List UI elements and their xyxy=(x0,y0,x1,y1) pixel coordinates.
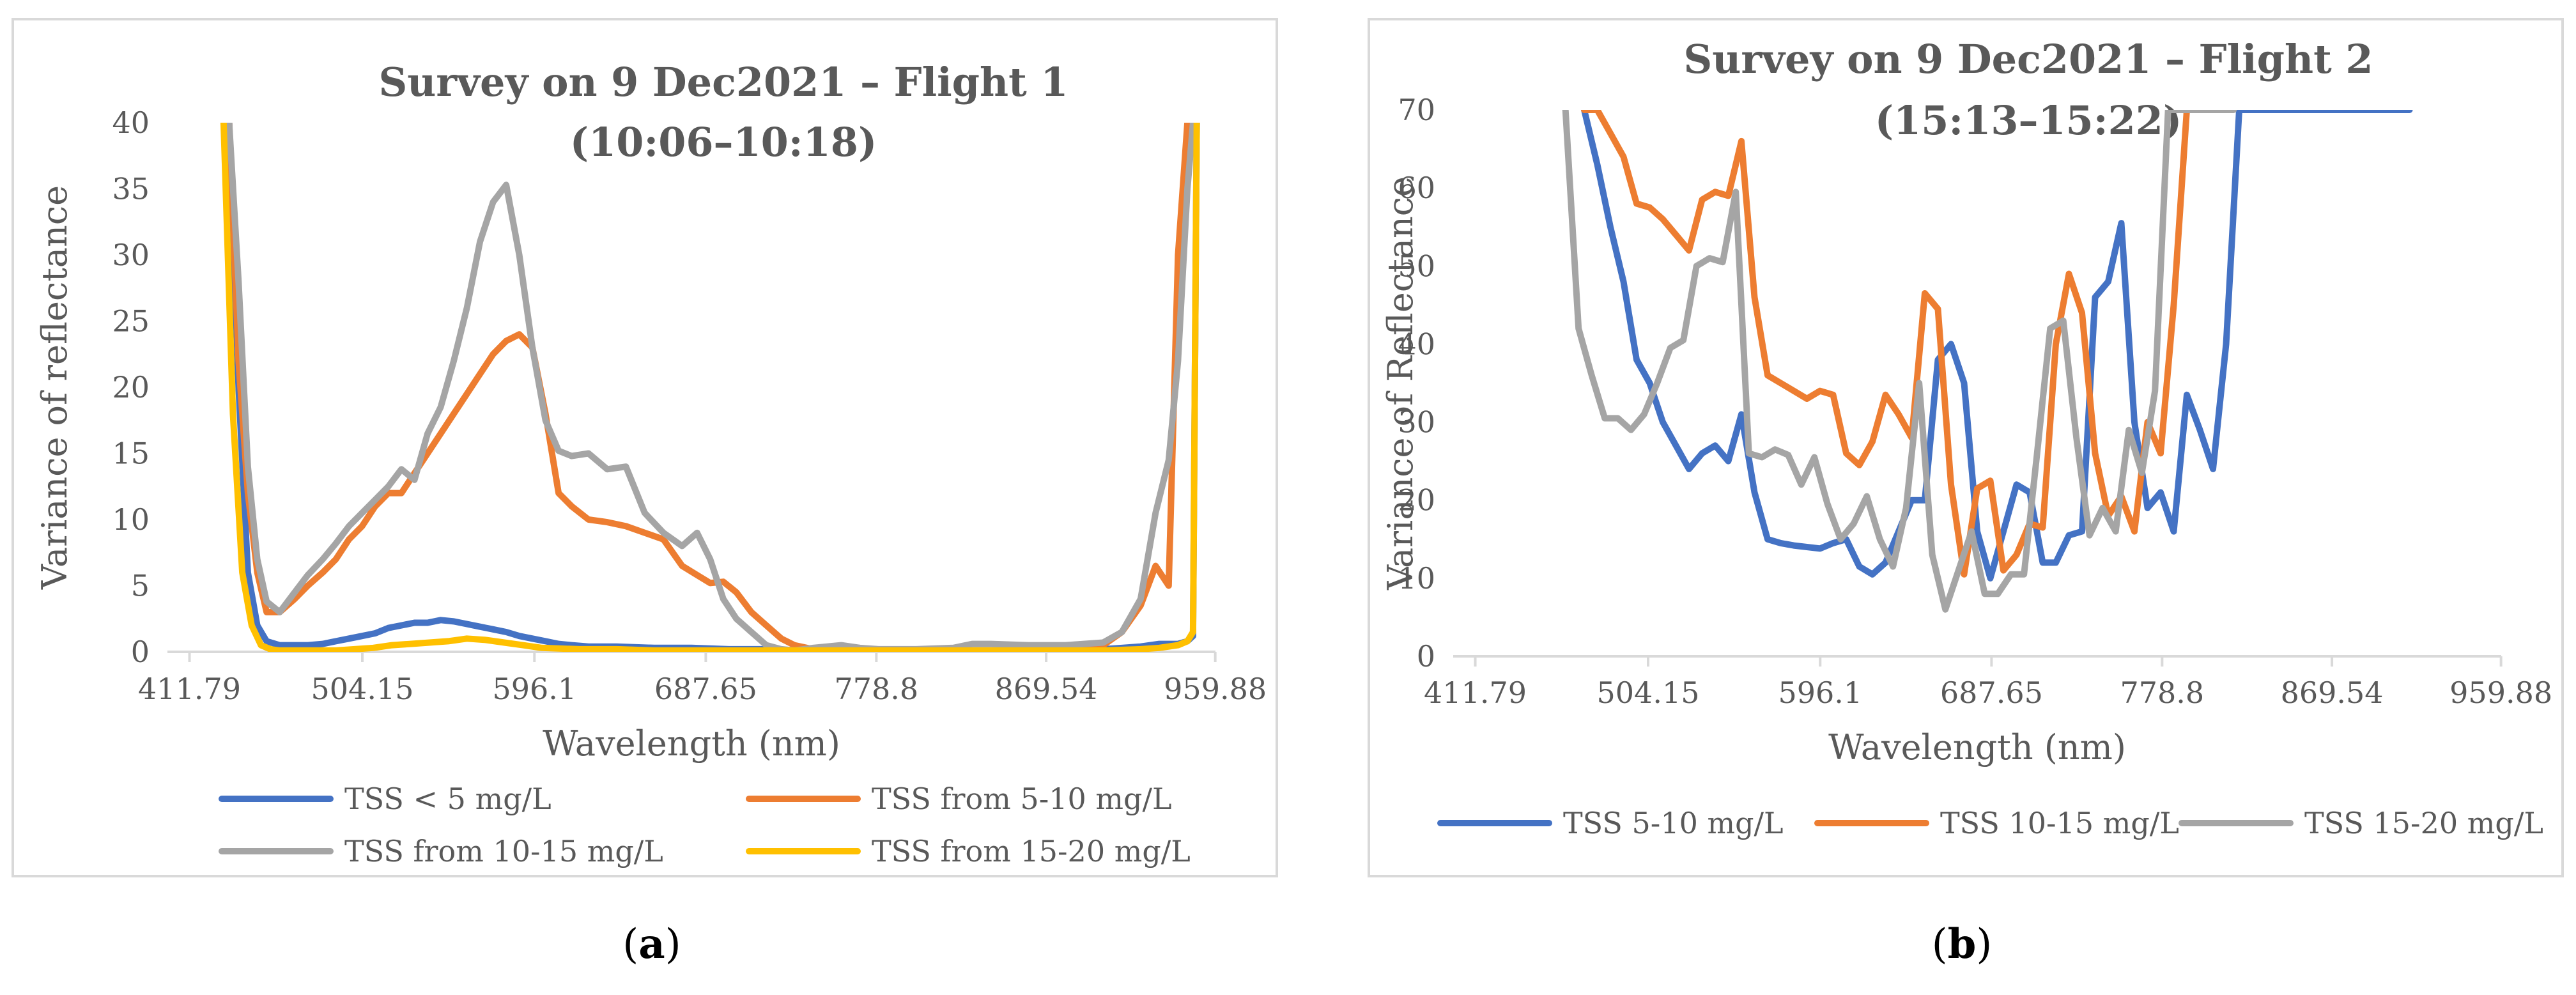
chart-b-svg: Survey on 9 Dec2021 – Flight 2 (15:13–15:… xyxy=(1380,36,2552,840)
caption-b-open: ( xyxy=(1931,921,1948,968)
chart-b-ytick-2: 20 xyxy=(1398,483,1435,518)
chart-a-title: Survey on 9 Dec2021 – Flight 1 xyxy=(379,59,1068,105)
chart-a-legend-label-1: TSS from 5-10 mg/L xyxy=(872,782,1172,816)
caption-b-close: ) xyxy=(1976,921,1993,968)
chart-b-ylabel: Variance of Reflectance xyxy=(1380,176,1421,590)
chart-a-legend-label-0: TSS < 5 mg/L xyxy=(344,782,551,816)
chart-b-legend-label-1: TSS 10-15 mg/L xyxy=(1940,806,2179,840)
chart-panel-a: Survey on 9 Dec2021 – Flight 1 (10:06–10:… xyxy=(12,18,1278,877)
chart-b-ytick-4: 40 xyxy=(1398,327,1435,361)
chart-a-legend-label-2: TSS from 10-15 mg/L xyxy=(344,834,663,868)
chart-a-xtick-4: 778.8 xyxy=(834,672,918,706)
chart-b-series-2 xyxy=(1562,110,2237,613)
chart-b-ytick-7: 70 xyxy=(1398,93,1435,127)
caption-a-close: ) xyxy=(665,921,681,968)
chart-a-ytick-4: 20 xyxy=(112,370,150,405)
chart-a-series-2 xyxy=(226,123,1196,652)
chart-a-ytick-5: 25 xyxy=(112,304,150,339)
chart-a-subtitle: (10:06–10:18) xyxy=(570,119,877,166)
chart-a-ylabel: Variance of reflectance xyxy=(35,185,75,590)
chart-b-ytick-0: 0 xyxy=(1417,639,1435,674)
chart-a-legend-label-3: TSS from 15-20 mg/L xyxy=(872,834,1191,868)
chart-a-ytick-3: 15 xyxy=(112,436,150,471)
chart-a-xlabel: Wavelength (nm) xyxy=(543,723,840,764)
chart-b-ytick-5: 50 xyxy=(1398,249,1435,283)
chart-b-subtitle: (15:13–15:22) xyxy=(1875,97,2182,144)
chart-b-ytick-6: 60 xyxy=(1398,171,1435,205)
chart-b-legend-label-2: TSS 15-20 mg/L xyxy=(2304,806,2543,840)
chart-a-svg: Survey on 9 Dec2021 – Flight 1 (10:06–10:… xyxy=(35,59,1267,868)
chart-a-xtick-5: 869.54 xyxy=(995,672,1098,706)
chart-b-xtick-5: 869.54 xyxy=(2281,675,2384,710)
chart-a-ytick-2: 10 xyxy=(112,502,150,537)
chart-a-xtick-3: 687.65 xyxy=(654,672,757,706)
caption-b: (b) xyxy=(1866,920,2058,968)
chart-a-ytick-0: 0 xyxy=(131,635,150,669)
chart-b-series-0 xyxy=(1581,110,2413,582)
caption-a-open: ( xyxy=(622,921,639,968)
caption-a-letter: a xyxy=(638,920,665,968)
chart-a-ytick-8: 40 xyxy=(112,105,150,140)
chart-a-series-3 xyxy=(220,123,1200,652)
chart-b-xtick-3: 687.65 xyxy=(1940,675,2043,710)
chart-b-xtick-1: 504.15 xyxy=(1597,675,1700,710)
chart-b-xlabel: Wavelength (nm) xyxy=(1828,727,2126,767)
chart-a-xtick-1: 504.15 xyxy=(311,672,414,706)
chart-a-ytick-1: 5 xyxy=(131,569,150,603)
chart-b-legend-label-0: TSS 5-10 mg/L xyxy=(1563,806,1784,840)
caption-a: (a) xyxy=(556,920,748,968)
chart-a-xtick-6: 959.88 xyxy=(1164,672,1267,706)
chart-b-ytick-1: 10 xyxy=(1398,561,1435,596)
chart-b-xtick-4: 778.8 xyxy=(2120,675,2204,710)
chart-panel-b: Survey on 9 Dec2021 – Flight 2 (15:13–15:… xyxy=(1368,18,2564,877)
chart-b-ytick-3: 30 xyxy=(1398,405,1435,440)
caption-b-letter: b xyxy=(1947,920,1977,968)
chart-a-ytick-7: 35 xyxy=(112,172,150,206)
chart-b-title: Survey on 9 Dec2021 – Flight 2 xyxy=(1684,36,2373,82)
chart-a-ytick-6: 30 xyxy=(112,238,150,272)
chart-b-xtick-2: 596.1 xyxy=(1778,675,1862,710)
chart-a-xtick-0: 411.79 xyxy=(138,672,241,706)
chart-b-xtick-0: 411.79 xyxy=(1424,675,1527,710)
chart-a-xtick-2: 596.1 xyxy=(492,672,576,706)
chart-b-xtick-6: 959.88 xyxy=(2449,675,2552,710)
